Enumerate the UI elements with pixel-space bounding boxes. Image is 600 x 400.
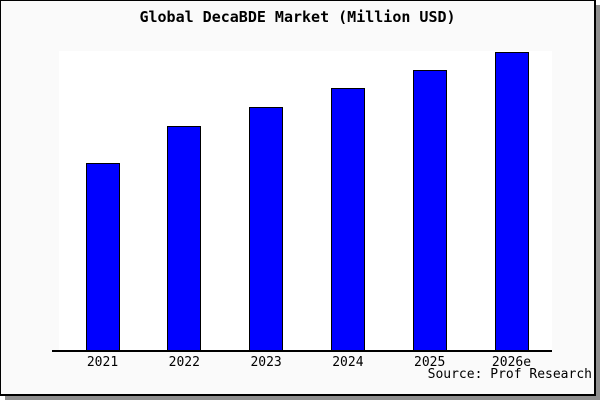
x-tick-label-2026e: 2026e — [491, 355, 532, 370]
bar-2023 — [249, 107, 284, 352]
bar-2024 — [330, 88, 365, 352]
chart-title: Global DecaBDE Market (Million USD) — [139, 8, 456, 26]
x-tick-label-2022: 2022 — [168, 355, 200, 370]
x-tick-label-2024: 2024 — [332, 355, 364, 370]
bar-2022 — [167, 126, 202, 352]
bar-2025 — [412, 70, 447, 352]
x-tick-label-2023: 2023 — [250, 355, 282, 370]
x-axis-line — [52, 350, 552, 352]
source-note: Source: Prof Research — [427, 367, 592, 382]
plot-area — [59, 51, 552, 352]
bar-2026e — [494, 52, 529, 352]
bar-2021 — [85, 163, 120, 352]
x-tick-label-2021: 2021 — [86, 355, 119, 370]
x-tick-label-2025: 2025 — [414, 355, 446, 370]
x-axis-labels: 2021 2022 2023 2024 2025 2026e — [1, 1, 594, 394]
